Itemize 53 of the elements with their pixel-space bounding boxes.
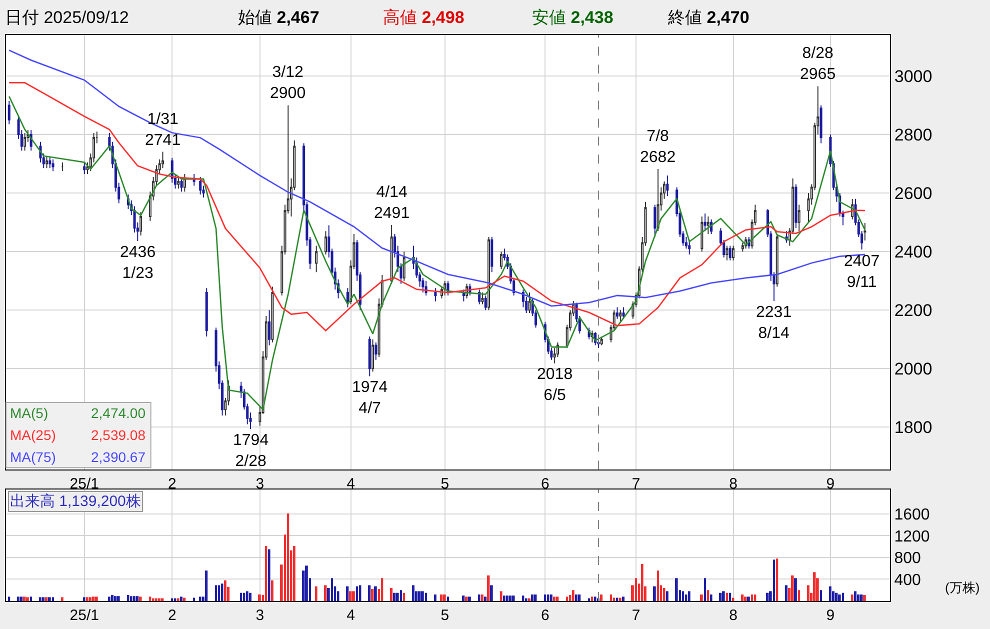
text: MA(5) [10, 405, 48, 421]
x-tick-label: 6 [541, 607, 550, 624]
annotation: 1/31 2741 [145, 111, 181, 149]
x-tick-label: 2 [168, 607, 176, 624]
x-tick-label: 25/1 [70, 607, 99, 624]
x-tick-label: 7 [632, 607, 640, 624]
annotation: 2436 1/23 [120, 244, 156, 282]
x-tick-label: 2 [168, 476, 176, 493]
x-tick-label: 9 [826, 607, 835, 624]
x-tick-label: 5 [440, 476, 450, 493]
text: MA(75) [10, 449, 56, 465]
text: MA(25) [10, 427, 56, 443]
y-axis-title: (万株) [945, 580, 980, 595]
annotation: 2018 6/5 [537, 366, 573, 404]
annotation: 7/8 2682 [640, 128, 676, 166]
annotation: 2,539.08 [91, 427, 146, 443]
y-tick-label: 2000 [894, 360, 932, 379]
annotation: 2231 8/14 [756, 304, 792, 342]
y-tick-label: 800 [894, 550, 921, 568]
annotation: 2,474.00 [91, 405, 146, 421]
x-tick-label: 8 [729, 476, 738, 493]
text: 高値 2,498 [383, 8, 464, 27]
annotation: 8/28 2965 [800, 45, 836, 83]
y-tick-label: 2400 [894, 242, 932, 262]
chart-title: 日付 2025/09/12 [5, 8, 129, 27]
y-tick-label: 1600 [894, 506, 930, 524]
annotation: 4/14 2491 [374, 184, 410, 222]
x-tick-label: 4 [346, 476, 355, 493]
x-tick-label: 7 [632, 476, 640, 493]
y-tick-label: 2200 [894, 301, 932, 320]
x-tick-label: 4 [346, 607, 355, 624]
y-tick-label: 3000 [894, 66, 932, 86]
y-tick-label: 1800 [894, 418, 932, 438]
y-tick-label: 2800 [894, 125, 932, 144]
text: 終値 2,470 [667, 8, 750, 27]
y-tick-label: 2600 [894, 184, 932, 203]
x-tick-label: 3 [256, 476, 264, 493]
x-tick-label: 6 [541, 476, 550, 493]
x-tick-label: 3 [256, 607, 264, 624]
annotation: 1794 2/28 [233, 432, 269, 470]
annotation: 2,390.67 [91, 449, 146, 465]
annotation: 2407 9/11 [844, 253, 880, 291]
text: 始値 2,467 [238, 8, 320, 27]
annotation: 1974 4/7 [352, 379, 388, 417]
x-tick-label: 8 [729, 607, 738, 624]
x-tick-label: 5 [440, 607, 450, 624]
text: 安値 2,438 [532, 8, 614, 27]
x-tick-label: 9 [826, 476, 835, 493]
chart-title: 出来高 1,139,200株 [10, 493, 141, 510]
annotation: 3/12 2900 [270, 64, 306, 102]
y-tick-label: 1200 [894, 528, 930, 546]
x-tick-label: 25/1 [70, 476, 99, 493]
y-tick-label: 400 [894, 572, 921, 589]
